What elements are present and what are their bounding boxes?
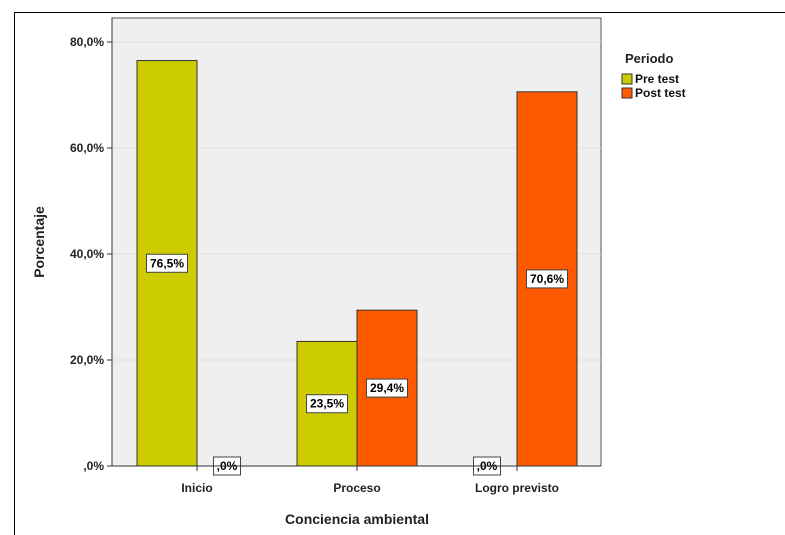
y-axis: ,0% 20,0% 40,0% 60,0% 80,0% [70,18,113,473]
x-tick-label: Logro previsto [475,481,559,495]
legend-swatch [621,73,633,85]
y-tick-label: ,0% [83,459,104,473]
data-label: 23,5% [310,397,344,411]
legend-swatch [621,87,633,99]
data-label-box [146,253,188,273]
data-label: 70,6% [530,272,564,286]
frame-left-border [14,12,15,535]
y-tick-label: 60,0% [70,141,104,155]
y-axis-title: Porcentaje [31,206,47,278]
data-label-box [526,269,568,289]
data-label-box [366,378,408,398]
y-tick-label: 40,0% [70,247,104,261]
x-axis-title: Conciencia ambiental [285,511,429,527]
frame-top-border [14,12,785,13]
data-label: 29,4% [370,381,404,395]
legend-label: Post test [635,86,686,100]
y-tick-label: 20,0% [70,353,104,367]
legend-label: Pre test [635,72,679,86]
x-axis: Inicio Proceso Logro previsto [112,465,601,495]
bars: 76,5%,0%23,5%29,4%,0%70,6% [136,60,578,476]
y-tick-label: 80,0% [70,35,104,49]
x-tick-label: Inicio [181,481,212,495]
legend-title: Periodo [625,51,673,66]
x-tick-label: Proceso [333,481,380,495]
data-label: 76,5% [150,256,184,270]
data-label-box [306,394,348,414]
